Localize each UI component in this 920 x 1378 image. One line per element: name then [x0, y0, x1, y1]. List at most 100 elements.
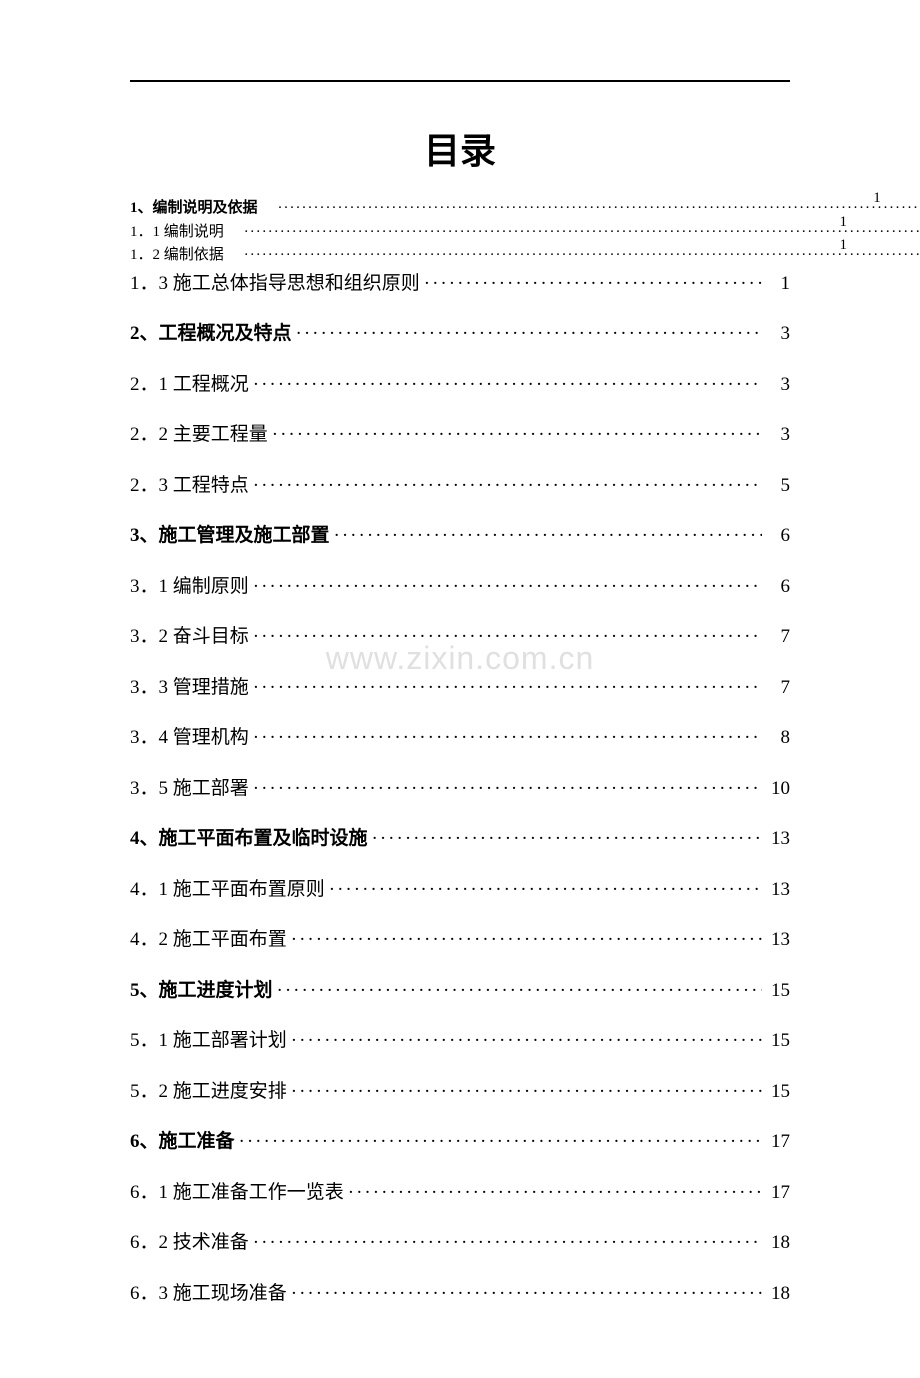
- toc-leader-dots: ········································…: [253, 775, 762, 804]
- toc-leader-dots: ········································…: [253, 371, 762, 400]
- toc-dots-wrap: 1·······································…: [244, 223, 920, 243]
- toc-entry-page: 7: [766, 674, 790, 703]
- toc-leader-dots: ········································…: [291, 926, 762, 955]
- toc-entry-label: 6、施工准备: [130, 1128, 235, 1157]
- toc-entry-page: 13: [766, 876, 790, 905]
- toc-entry-page: 8: [766, 724, 790, 753]
- toc-leader-dots: ········································…: [244, 246, 920, 266]
- toc-list: 1、编制说明及依据1······························…: [130, 199, 790, 1308]
- toc-leader-dots: ········································…: [291, 1027, 762, 1056]
- toc-entry: 4．2 施工平面布置······························…: [130, 926, 790, 955]
- toc-entry-label: 5．1 施工部署计划: [130, 1027, 287, 1056]
- toc-entry-page: 1: [840, 213, 848, 233]
- toc-entry-page: 13: [766, 825, 790, 854]
- toc-entry-page: 13: [766, 926, 790, 955]
- toc-entry-page: 17: [766, 1128, 790, 1157]
- toc-entry-label: 1．2 编制依据: [130, 246, 244, 266]
- toc-leader-dots: ········································…: [253, 623, 762, 652]
- toc-entry-page: 15: [766, 977, 790, 1006]
- toc-entry-label: 6．2 技术准备: [130, 1229, 249, 1258]
- toc-entry-label: 2．3 工程特点: [130, 472, 249, 501]
- toc-entry-page: 5: [766, 472, 790, 501]
- header-rule: [130, 80, 790, 82]
- toc-entry-label: 4．1 施工平面布置原则: [130, 876, 325, 905]
- toc-leader-dots: ········································…: [253, 674, 762, 703]
- toc-entry-page: 6: [766, 573, 790, 602]
- toc-leader-dots: ········································…: [244, 223, 920, 243]
- toc-entry: 2．1 工程概况································…: [130, 371, 790, 400]
- toc-entry-label: 3．1 编制原则: [130, 573, 249, 602]
- toc-entry: 2、工程概况及特点·······························…: [130, 320, 790, 349]
- toc-entry-label: 2．2 主要工程量: [130, 421, 268, 450]
- toc-entry: 4．1 施工平面布置原则····························…: [130, 876, 790, 905]
- toc-leader-dots: ········································…: [277, 977, 762, 1006]
- toc-entry: 6．1 施工准备工作一览表···························…: [130, 1179, 790, 1208]
- toc-leader-dots: ········································…: [372, 825, 762, 854]
- toc-entry-page: 1: [766, 270, 790, 299]
- toc-entry-label: 6．1 施工准备工作一览表: [130, 1179, 344, 1208]
- toc-entry-label: 1．1 编制说明: [130, 223, 244, 243]
- toc-entry-page: 3: [766, 371, 790, 400]
- toc-entry-page: 15: [766, 1027, 790, 1056]
- toc-leader-dots: ········································…: [253, 1229, 762, 1258]
- toc-leader-dots: ········································…: [296, 320, 762, 349]
- toc-entry-label: 2．1 工程概况: [130, 371, 249, 400]
- toc-entry: 3．3 管理措施································…: [130, 674, 790, 703]
- toc-entry: 4、施工平面布置及临时设施···························…: [130, 825, 790, 854]
- toc-entry: 3．2 奋斗目标································…: [130, 623, 790, 652]
- toc-entry: 3、施工管理及施工部置·····························…: [130, 522, 790, 551]
- toc-entry: 3．1 编制原则································…: [130, 573, 790, 602]
- toc-entry: 6．3 施工现场准备······························…: [130, 1280, 790, 1309]
- toc-entry-label: 2、工程概况及特点: [130, 320, 292, 349]
- toc-entry: 5．2 施工进度安排······························…: [130, 1078, 790, 1107]
- toc-entry-page: 1: [840, 236, 848, 256]
- toc-entry-page: 6: [766, 522, 790, 551]
- toc-entry-label: 3．3 管理措施: [130, 674, 249, 703]
- toc-entry-label: 1．3 施工总体指导思想和组织原则: [130, 270, 420, 299]
- toc-leader-dots: ········································…: [348, 1179, 762, 1208]
- toc-entry: 6、施工准备··································…: [130, 1128, 790, 1157]
- toc-entry-page: 1: [873, 189, 881, 209]
- toc-entry-label: 5．2 施工进度安排: [130, 1078, 287, 1107]
- toc-entry-label: 6．3 施工现场准备: [130, 1280, 287, 1309]
- toc-entry-label: 4、施工平面布置及临时设施: [130, 825, 368, 854]
- toc-entry-page: 3: [766, 421, 790, 450]
- toc-entry: 1．1 编制说明1·······························…: [130, 223, 790, 243]
- page-container: 目录 1、编制说明及依据1···························…: [0, 0, 920, 1378]
- toc-entry: 5．1 施工部署计划······························…: [130, 1027, 790, 1056]
- toc-leader-dots: ········································…: [329, 876, 762, 905]
- toc-entry-page: 18: [766, 1280, 790, 1309]
- toc-entry-page: 17: [766, 1179, 790, 1208]
- toc-leader-dots: ········································…: [291, 1078, 762, 1107]
- toc-leader-dots: ········································…: [272, 421, 762, 450]
- toc-entry: 1．3 施工总体指导思想和组织原则·······················…: [130, 270, 790, 299]
- toc-leader-dots: ········································…: [291, 1280, 762, 1309]
- toc-entry-label: 3、施工管理及施工部置: [130, 522, 330, 551]
- toc-leader-dots: ········································…: [334, 522, 762, 551]
- toc-entry: 1、编制说明及依据1······························…: [130, 199, 790, 219]
- toc-entry: 3．4 管理机构································…: [130, 724, 790, 753]
- toc-entry-label: 4．2 施工平面布置: [130, 926, 287, 955]
- toc-leader-dots: ········································…: [253, 724, 762, 753]
- toc-entry: 1．2 编制依据1·······························…: [130, 246, 790, 266]
- toc-leader-dots: ········································…: [253, 472, 762, 501]
- toc-entry-page: 10: [766, 775, 790, 804]
- toc-entry-page: 7: [766, 623, 790, 652]
- toc-entry-page: 15: [766, 1078, 790, 1107]
- toc-leader-dots: ········································…: [424, 270, 762, 299]
- toc-entry-page: 18: [766, 1229, 790, 1258]
- toc-entry: 2．2 主要工程量·······························…: [130, 421, 790, 450]
- toc-leader-dots: ········································…: [253, 573, 762, 602]
- toc-leader-dots: ········································…: [278, 199, 920, 219]
- toc-dots-wrap: 1·······································…: [244, 246, 920, 266]
- toc-title: 目录: [130, 122, 790, 174]
- toc-leader-dots: ········································…: [239, 1128, 762, 1157]
- toc-dots-wrap: 1·······································…: [278, 199, 920, 219]
- toc-entry: 6．2 技术准备································…: [130, 1229, 790, 1258]
- toc-entry-label: 5、施工进度计划: [130, 977, 273, 1006]
- toc-entry-page: 3: [766, 320, 790, 349]
- toc-entry: 3．5 施工部署································…: [130, 775, 790, 804]
- toc-entry: 2．3 工程特点································…: [130, 472, 790, 501]
- toc-entry-label: 3．4 管理机构: [130, 724, 249, 753]
- toc-entry-label: 3．2 奋斗目标: [130, 623, 249, 652]
